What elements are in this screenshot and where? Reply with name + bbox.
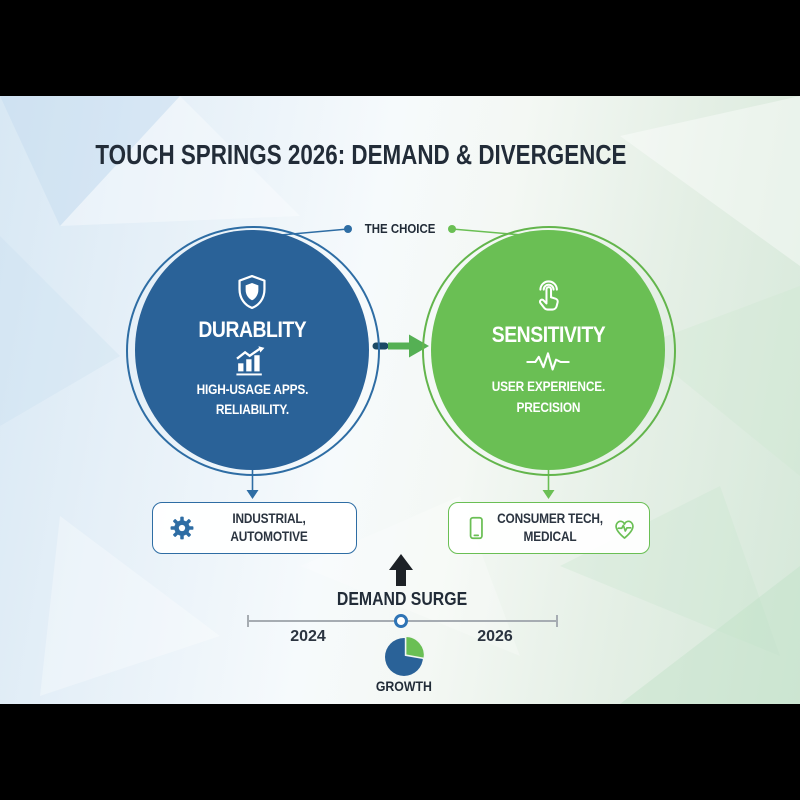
growth-pie-chart	[385, 635, 426, 676]
timeline-marker	[394, 614, 408, 628]
smartphone-icon	[469, 516, 483, 540]
sensitivity-title: SENSITIVITY	[491, 322, 605, 348]
growth-chart-icon	[236, 345, 265, 376]
page-title-row: TOUCH SPRINGS 2026: DEMAND & DIVERGENCE	[0, 139, 722, 170]
growth-label-row: GROWTH	[344, 677, 464, 695]
timeline-year-end: 2026	[477, 628, 513, 645]
durability-title: DURABLITY	[198, 316, 306, 342]
gear-icon	[170, 516, 194, 540]
waveform-icon	[526, 352, 570, 371]
durability-circle-ring	[126, 226, 380, 476]
choice-label-row: THE CHOICE	[352, 219, 448, 237]
left-box-line2: AUTOMOTIVE	[230, 529, 308, 544]
page-title: TOUCH SPRINGS 2026: DEMAND & DIVERGENCE	[95, 139, 627, 170]
choice-label: THE CHOICE	[364, 220, 436, 236]
durability-desc-line1: HIGH-USAGE APPS.	[196, 381, 308, 397]
durability-desc-line2: RELIABILITY.	[215, 402, 289, 417]
timeline-tick-end	[556, 615, 558, 627]
timeline-tick-start	[247, 615, 249, 627]
right-box-line1: CONSUMER TECH,	[497, 511, 603, 527]
demand-surge-label: DEMAND SURGE	[336, 588, 468, 609]
industrial-automotive-box: INDUSTRIAL, AUTOMOTIVE	[152, 502, 357, 554]
background-facets	[0, 96, 800, 704]
top-letterbox-bar	[0, 0, 800, 96]
sensitivity-circle: SENSITIVITY USER EXPERIENCE. PRECISION	[431, 230, 665, 470]
touch-icon	[538, 280, 559, 311]
timeline-year-start: 2024	[290, 628, 326, 645]
infographic-canvas	[0, 96, 800, 704]
right-box-line2: MEDICAL	[523, 529, 577, 544]
sensitivity-circle-ring	[422, 226, 676, 476]
bottom-letterbox-bar	[0, 704, 800, 800]
demand-surge-row: DEMAND SURGE	[302, 588, 502, 610]
consumer-tech-medical-box: CONSUMER TECH, MEDICAL	[448, 502, 650, 554]
durability-circle: DURABLITY HIGH-USAGE APPS. RELIABILITY.	[135, 230, 369, 470]
sensitivity-desc-line1: USER EXPERIENCE.	[491, 379, 605, 395]
sensitivity-desc-line2: PRECISION	[516, 399, 580, 415]
left-box-line1: INDUSTRIAL,	[232, 511, 306, 527]
growth-label: GROWTH	[375, 678, 433, 694]
shield-icon	[238, 274, 266, 309]
heart-pulse-icon	[615, 519, 634, 539]
